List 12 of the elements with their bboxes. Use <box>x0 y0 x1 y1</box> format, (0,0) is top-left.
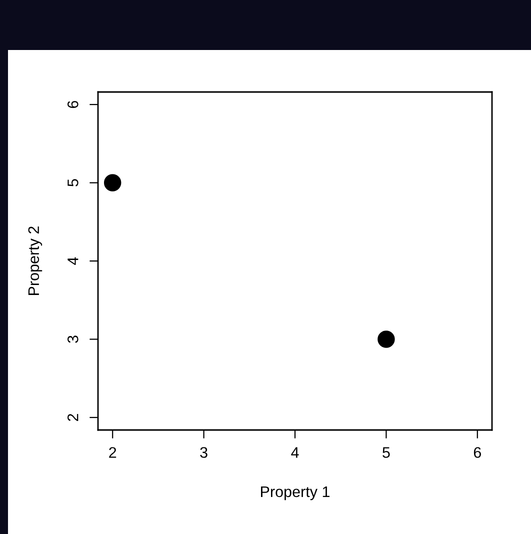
x-axis-title: Property 1 <box>261 486 330 500</box>
y-tick-label: 4 <box>68 257 78 265</box>
x-tick-label: 2 <box>109 447 116 458</box>
y-tick-label: 6 <box>67 100 78 108</box>
x-tick-label: 3 <box>200 447 208 458</box>
y-tick-label: 3 <box>67 336 78 343</box>
y-tick-label: 5 <box>68 179 78 186</box>
y-tick-label: 2 <box>67 414 78 421</box>
y-axis-title: Property 2 <box>28 226 42 295</box>
x-tick-label: 4 <box>291 447 299 458</box>
x-tick-label: 6 <box>474 447 481 458</box>
x-tick-label: 5 <box>382 447 390 458</box>
